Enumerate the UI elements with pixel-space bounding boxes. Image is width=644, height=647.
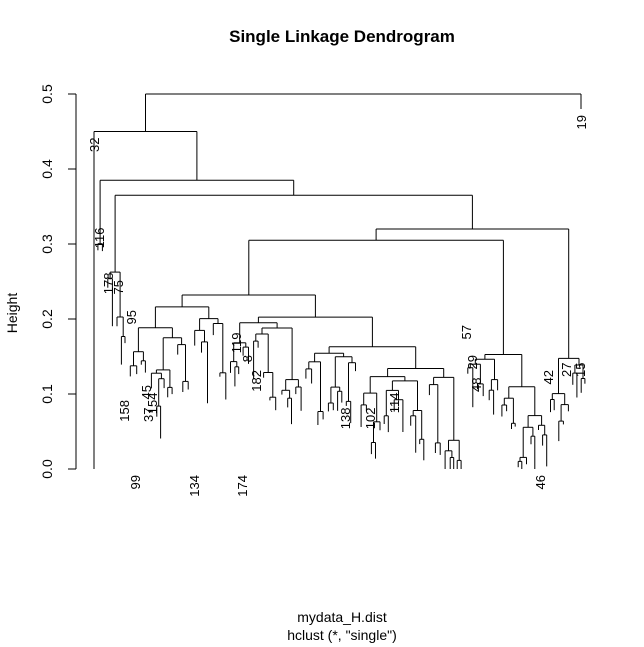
leaf-label: 45 xyxy=(139,385,154,399)
leaf-label: 15 xyxy=(573,363,588,377)
leaf-label: 95 xyxy=(124,310,139,324)
y-axis: 0.0 0.1 0.2 0.3 0.4 0.5 xyxy=(39,84,77,479)
y-tick-label: 0.0 xyxy=(39,459,55,479)
y-tick-label: 0.5 xyxy=(39,84,55,104)
y-axis-label: Height xyxy=(4,293,20,334)
leaf-label: 27 xyxy=(559,363,574,377)
leaf-label: 158 xyxy=(117,400,132,422)
leaf-label: 32 xyxy=(87,138,102,152)
dendrogram-tree xyxy=(93,93,586,469)
leaf-label: 75 xyxy=(111,280,126,294)
x-axis-sublabel: hclust (*, "single") xyxy=(287,627,397,643)
leaf-label: 178 xyxy=(101,273,116,295)
chart-title: Single Linkage Dendrogram xyxy=(229,27,455,46)
leaf-label: 116 xyxy=(92,228,107,249)
y-tick-label: 0.2 xyxy=(39,309,55,329)
leaf-label: 42 xyxy=(541,370,556,384)
x-axis-label: mydata_H.dist xyxy=(297,609,387,625)
leaf-label: 114 xyxy=(387,393,402,414)
leaf-label: 37 xyxy=(141,408,156,422)
leaf-label: 138 xyxy=(338,408,353,430)
leaf-label: 8 xyxy=(240,355,255,362)
leaf-label: 29 xyxy=(465,355,480,369)
leaf-label: 48 xyxy=(469,378,484,392)
leaf-label: 102 xyxy=(363,408,378,430)
leaf-label: 134 xyxy=(187,475,202,497)
leaf-label: 154 xyxy=(145,393,160,415)
leaf-label: 46 xyxy=(533,475,548,489)
leaf-label: 174 xyxy=(235,475,250,497)
leaf-label: 19 xyxy=(574,115,589,129)
leaf-label: 182 xyxy=(249,370,264,392)
y-tick-label: 0.3 xyxy=(39,234,55,254)
y-tick-label: 0.1 xyxy=(39,384,55,404)
y-tick-label: 0.4 xyxy=(39,159,55,179)
leaf-label: 57 xyxy=(459,325,474,339)
leaf-label: 119 xyxy=(229,333,244,354)
leaf-label: 99 xyxy=(128,475,143,489)
